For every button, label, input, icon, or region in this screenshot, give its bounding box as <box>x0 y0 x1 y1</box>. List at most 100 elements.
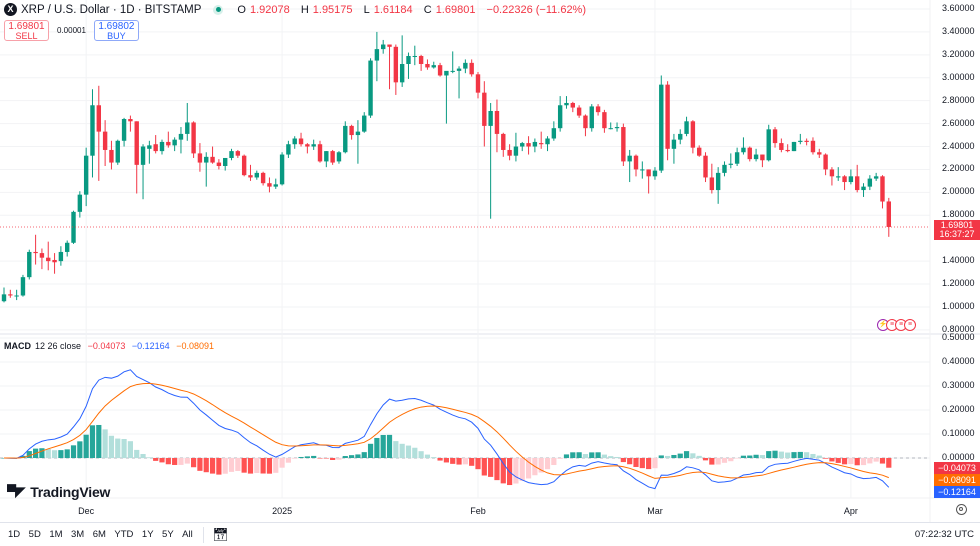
macd-signal-badge: −0.08091 <box>934 474 980 486</box>
candle <box>102 120 108 167</box>
symbol-title[interactable]: XRP / U.S. Dollar · 1D · BITSTAMP <box>21 3 202 16</box>
range-1m[interactable]: 1M <box>49 529 63 540</box>
candle-body <box>671 139 677 149</box>
candle <box>766 124 771 162</box>
candle-body <box>298 138 304 145</box>
candle-body <box>842 176 847 183</box>
candle-body <box>223 157 228 167</box>
candle-body <box>640 169 645 171</box>
macd-histogram-bar <box>115 438 121 458</box>
range-1y[interactable]: 1Y <box>141 529 154 540</box>
macd-histogram-bar <box>70 445 77 458</box>
market-open-icon[interactable] <box>213 4 224 15</box>
candle <box>235 149 241 158</box>
candle <box>254 170 259 180</box>
macd-histogram-bar <box>450 458 456 464</box>
candle <box>545 136 550 152</box>
candle-body <box>349 125 354 136</box>
buy-button[interactable]: 1.69802 BUY <box>93 20 139 41</box>
price-chart[interactable] <box>0 0 980 522</box>
price-tick-label: 2.00000 <box>942 186 975 197</box>
range-all[interactable]: All <box>182 529 193 540</box>
macd-histogram-bar <box>228 458 235 472</box>
sell-button[interactable]: 1.69801 SELL <box>4 20 49 41</box>
macd-histogram-bar <box>146 457 152 458</box>
macd-line <box>3 369 890 490</box>
chart-settings-gear-icon[interactable] <box>956 504 967 515</box>
macd-histogram-bar <box>20 455 26 458</box>
macd-histogram-bar <box>690 453 696 458</box>
symbol-header: X XRP / U.S. Dollar · 1D · BITSTAMP O 1.9… <box>4 3 590 16</box>
macd-histogram-bar <box>715 458 721 465</box>
tradingview-logo[interactable]: ▀◤ TradingView <box>7 484 111 500</box>
candle-body <box>817 152 822 155</box>
candle <box>671 133 677 164</box>
range-ytd[interactable]: YTD <box>114 529 134 540</box>
time-axis-label: Mar <box>647 506 663 516</box>
change-value: −0.22326 (−11.62%) <box>486 3 586 16</box>
xrp-logo-icon: X <box>4 3 17 16</box>
clock-timezone[interactable]: 07:22:32 UTC <box>914 529 974 540</box>
candle <box>741 137 746 155</box>
candle-body <box>381 44 386 50</box>
candle-body <box>343 125 348 153</box>
candle-body <box>659 84 664 171</box>
candle <box>753 148 759 162</box>
candle-body <box>52 259 57 263</box>
candle <box>109 140 114 170</box>
candle-body <box>210 156 215 163</box>
macd-histogram-bar <box>216 458 222 475</box>
candle <box>248 164 253 181</box>
macd-histogram-bar <box>330 458 336 460</box>
candle-body <box>39 253 45 258</box>
candle-body <box>166 141 171 146</box>
macd-histogram-bar <box>873 458 879 462</box>
macd-histogram-bar <box>298 456 304 458</box>
candle <box>678 129 683 145</box>
candle-body <box>520 143 525 147</box>
candle-body <box>456 68 462 71</box>
events-markers[interactable]: ⚡ ≡ ≡ ≡ <box>877 319 916 333</box>
candle-body <box>311 144 316 147</box>
candle-body <box>798 140 803 142</box>
macd-histogram-bar <box>665 455 671 458</box>
candle <box>747 146 752 162</box>
macd-histogram-bar <box>500 458 506 484</box>
candle <box>475 72 481 99</box>
macd-legend[interactable]: MACD 12 26 close −0.04073 −0.12164 −0.080… <box>4 341 214 351</box>
macd-histogram-bar <box>709 458 715 465</box>
range-3m[interactable]: 3M <box>71 529 85 540</box>
candle <box>77 191 83 218</box>
candle-body <box>83 155 89 195</box>
range-1d[interactable]: 1D <box>8 529 21 540</box>
macd-histogram-bar <box>424 454 431 458</box>
candle-body <box>14 295 19 297</box>
candle <box>343 121 348 154</box>
macd-histogram-bar <box>614 456 620 458</box>
go-to-date-calendar-icon[interactable]: 📅︎ <box>212 526 229 542</box>
candle-body <box>602 112 607 129</box>
range-6m[interactable]: 6M <box>92 529 106 540</box>
candle-body <box>96 105 101 132</box>
candle-body <box>267 183 272 187</box>
candle-body <box>121 119 127 141</box>
macd-histogram-bar <box>285 458 291 463</box>
range-5d[interactable]: 5D <box>28 529 41 540</box>
candle-body <box>646 169 651 177</box>
candle <box>71 210 76 244</box>
candle <box>469 59 474 77</box>
macd-histogram-bar <box>601 454 607 458</box>
candle-body <box>703 155 708 178</box>
candle <box>362 112 367 133</box>
macd-histogram-bar <box>386 434 393 458</box>
candle <box>867 175 873 191</box>
candle-body <box>513 146 519 156</box>
candle <box>20 274 26 297</box>
candle <box>576 105 582 118</box>
macd-tick-label: 0.50000 <box>942 332 975 342</box>
candle-body <box>362 115 367 132</box>
macd-histogram-bar <box>393 441 399 458</box>
range-5y[interactable]: 5Y <box>162 529 174 540</box>
candle-body <box>829 169 835 177</box>
macd-histogram-bar <box>481 458 487 476</box>
